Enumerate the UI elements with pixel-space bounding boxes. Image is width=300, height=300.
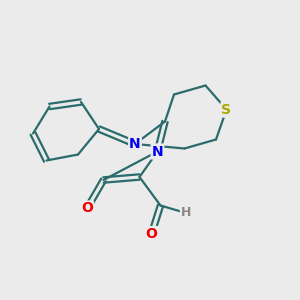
Text: N: N — [152, 145, 163, 158]
Text: O: O — [81, 202, 93, 215]
Text: O: O — [146, 227, 158, 241]
Text: S: S — [221, 103, 232, 116]
Text: H: H — [181, 206, 191, 220]
Text: N: N — [129, 137, 141, 151]
